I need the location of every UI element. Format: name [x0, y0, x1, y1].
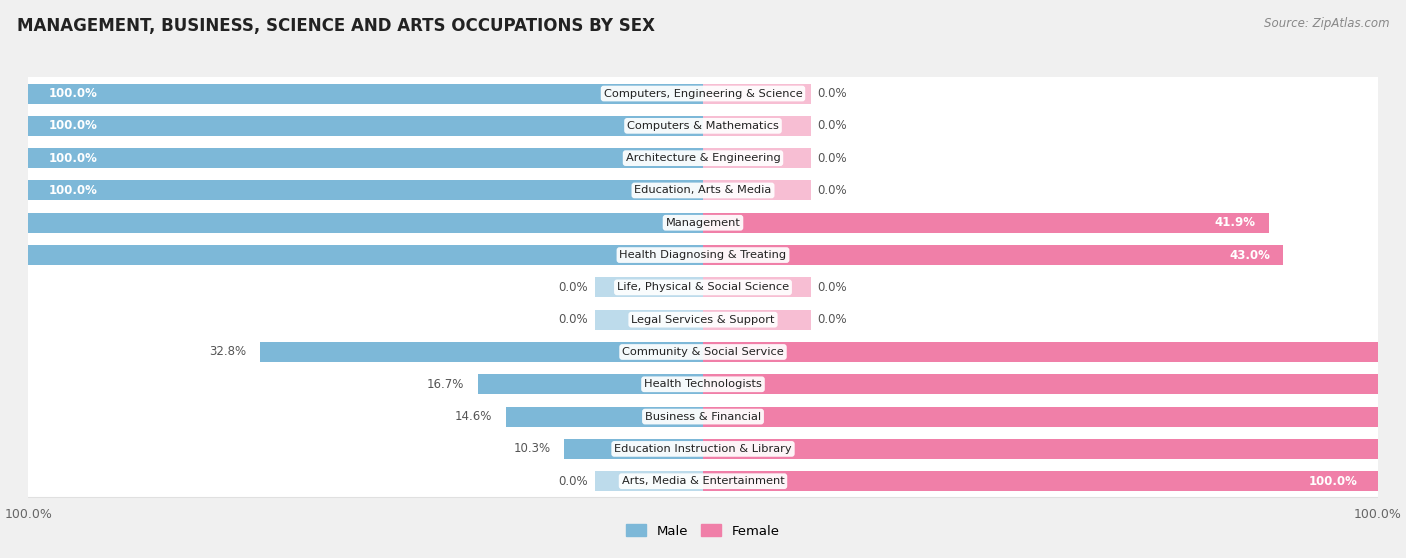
Bar: [0, 148, 703, 168]
Bar: [0, 245, 703, 265]
Bar: [0, 84, 703, 104]
Text: 100.0%: 100.0%: [48, 87, 97, 100]
Bar: [703, 374, 1406, 395]
Text: Community & Social Service: Community & Social Service: [621, 347, 785, 357]
Bar: [28, 239, 1378, 271]
Bar: [703, 342, 1406, 362]
Text: 100.0%: 100.0%: [48, 152, 97, 165]
Text: 0.0%: 0.0%: [818, 119, 848, 132]
Text: Computers & Mathematics: Computers & Mathematics: [627, 121, 779, 131]
Text: 0.0%: 0.0%: [818, 184, 848, 197]
Legend: Male, Female: Male, Female: [621, 519, 785, 543]
Text: Architecture & Engineering: Architecture & Engineering: [626, 153, 780, 163]
Bar: [28, 401, 1378, 433]
Text: Source: ZipAtlas.com: Source: ZipAtlas.com: [1264, 17, 1389, 30]
Bar: [28, 142, 1378, 174]
Text: 0.0%: 0.0%: [818, 152, 848, 165]
Text: 0.0%: 0.0%: [818, 313, 848, 326]
Text: 43.0%: 43.0%: [1229, 248, 1270, 262]
Bar: [703, 407, 1406, 427]
Text: 100.0%: 100.0%: [48, 119, 97, 132]
Bar: [28, 368, 1378, 401]
Text: Education Instruction & Library: Education Instruction & Library: [614, 444, 792, 454]
Text: 14.6%: 14.6%: [456, 410, 492, 423]
Bar: [703, 439, 1406, 459]
Text: Life, Physical & Social Science: Life, Physical & Social Science: [617, 282, 789, 292]
Text: Management: Management: [665, 218, 741, 228]
Bar: [595, 310, 703, 330]
Bar: [28, 78, 1378, 110]
Bar: [703, 116, 811, 136]
Bar: [28, 304, 1378, 336]
Text: 32.8%: 32.8%: [209, 345, 247, 358]
Text: 16.7%: 16.7%: [426, 378, 464, 391]
Bar: [28, 271, 1378, 304]
Bar: [28, 433, 1378, 465]
Text: 0.0%: 0.0%: [558, 475, 588, 488]
Text: 0.0%: 0.0%: [558, 313, 588, 326]
Bar: [0, 180, 703, 200]
Bar: [703, 310, 811, 330]
Text: 100.0%: 100.0%: [1309, 475, 1358, 488]
Text: 41.9%: 41.9%: [1213, 217, 1256, 229]
Bar: [595, 277, 703, 297]
Text: 0.0%: 0.0%: [558, 281, 588, 294]
Text: Health Diagnosing & Treating: Health Diagnosing & Treating: [620, 250, 786, 260]
Text: Legal Services & Support: Legal Services & Support: [631, 315, 775, 325]
Text: MANAGEMENT, BUSINESS, SCIENCE AND ARTS OCCUPATIONS BY SEX: MANAGEMENT, BUSINESS, SCIENCE AND ARTS O…: [17, 17, 655, 35]
Bar: [703, 471, 1406, 491]
Bar: [28, 174, 1378, 206]
Text: 0.0%: 0.0%: [818, 87, 848, 100]
Text: Education, Arts & Media: Education, Arts & Media: [634, 185, 772, 195]
Bar: [0, 116, 703, 136]
Text: Computers, Engineering & Science: Computers, Engineering & Science: [603, 89, 803, 99]
Bar: [0, 213, 703, 233]
Bar: [478, 374, 703, 395]
Bar: [703, 148, 811, 168]
Bar: [564, 439, 703, 459]
Text: 10.3%: 10.3%: [513, 442, 551, 455]
Bar: [703, 84, 811, 104]
Text: Health Technologists: Health Technologists: [644, 379, 762, 389]
Bar: [28, 206, 1378, 239]
Bar: [260, 342, 703, 362]
Bar: [28, 465, 1378, 497]
Bar: [703, 180, 811, 200]
Text: Business & Financial: Business & Financial: [645, 412, 761, 422]
Bar: [506, 407, 703, 427]
Text: 0.0%: 0.0%: [818, 281, 848, 294]
Bar: [703, 245, 1284, 265]
Bar: [703, 277, 811, 297]
Bar: [28, 336, 1378, 368]
Bar: [595, 471, 703, 491]
Text: Arts, Media & Entertainment: Arts, Media & Entertainment: [621, 476, 785, 486]
Bar: [28, 110, 1378, 142]
Bar: [703, 213, 1268, 233]
Text: 100.0%: 100.0%: [48, 184, 97, 197]
